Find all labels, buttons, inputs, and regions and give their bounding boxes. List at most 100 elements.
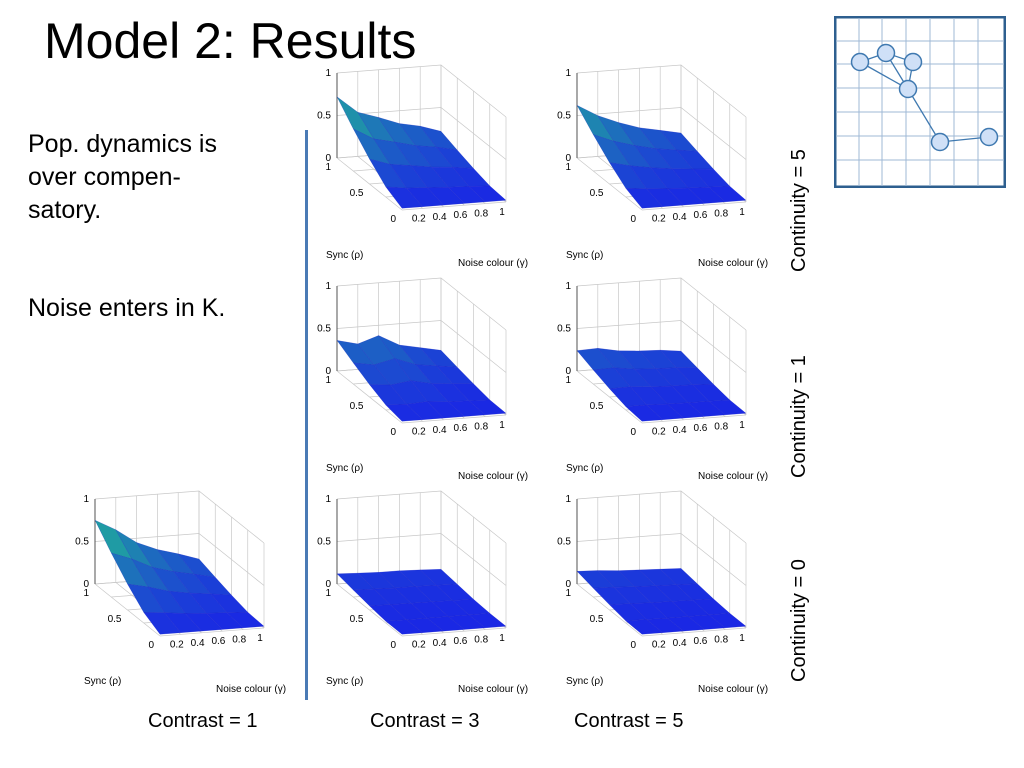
y-tick-label: 0.5 [590,401,604,412]
surface-facet [708,613,747,629]
x-tick-label: 0.8 [714,422,728,433]
z-tick-label: 1 [565,68,571,79]
y-tick-label: 0.5 [590,188,604,199]
y-tick-label: 0 [630,640,636,651]
body-line-1: Pop. dynamics is [28,130,217,158]
body-line-2: over compen- [28,163,181,191]
x-tick-label: 1 [739,420,745,431]
x-tick-label: 1 [739,207,745,218]
x-tick-label: 0.4 [433,638,447,649]
y-axis-label: Sync (ρ) [566,250,603,261]
y-tick-label: 0 [390,427,396,438]
y-tick-label: 1 [565,588,571,599]
y-tick-label: 1 [325,588,331,599]
x-tick-label: 0.4 [673,425,687,436]
col-label-contrast-1: Contrast = 1 [148,710,258,732]
x-axis-label: Noise colour (γ) [698,258,768,269]
x-tick-label: 0.4 [191,638,205,649]
grid-line [159,627,265,637]
grid-line [576,490,747,544]
row-label-continuity-5: Continuity = 5 [788,149,810,272]
x-tick-label: 0.8 [232,635,246,646]
x-tick-label: 1 [739,633,745,644]
y-tick-label: 0 [148,640,154,651]
surface-facet [468,613,507,629]
grid-line [336,107,507,160]
x-axis-label: Noise colour (γ) [698,471,768,482]
x-tick-label: 0.8 [474,635,488,646]
x-tick-label: 0.4 [433,212,447,223]
z-tick-label: 0 [565,153,571,164]
x-axis-label: Noise colour (γ) [458,684,528,695]
grid-line [576,107,747,160]
grid-line [336,277,507,331]
grid-line [641,627,747,637]
x-tick-label: 0.6 [693,210,707,221]
z-tick-label: 0.5 [557,324,571,335]
y-tick-label: 0.5 [350,401,364,412]
surface-facet [468,185,507,203]
x-tick-label: 0.6 [211,636,225,647]
surface-facet [468,399,507,416]
z-tick-label: 1 [325,494,331,505]
grid-line [401,627,507,637]
surface-facet [708,185,747,203]
x-tick-label: 0.2 [652,426,666,437]
x-tick-label: 0.6 [453,423,467,434]
y-axis-label: Sync (ρ) [566,676,603,687]
z-tick-label: 0 [325,153,331,164]
y-tick-label: 0 [630,214,636,225]
x-tick-label: 0.4 [673,212,687,223]
y-tick-label: 0.5 [350,188,364,199]
z-tick-label: 0.5 [317,324,331,335]
z-tick-label: 0.5 [557,111,571,122]
grid-line [336,64,507,118]
z-tick-label: 1 [565,494,571,505]
y-axis-label: Sync (ρ) [326,676,363,687]
z-tick-label: 1 [325,68,331,79]
surface-plot-c1-k3: 0 0.5 1 0 0.5 1 0.2 0.4 0.6 0.8 1 Sync (ρ) Noise col… [308,277,538,485]
col-label-contrast-5: Contrast = 5 [574,710,684,732]
grid-line [94,490,265,544]
x-axis-label: Noise colour (γ) [216,684,286,695]
x-tick-label: 1 [499,633,505,644]
y-tick-label: 1 [83,588,89,599]
y-tick-label: 1 [325,162,331,173]
y-tick-label: 0.5 [590,614,604,625]
y-axis-label: Sync (ρ) [326,250,363,261]
x-tick-label: 0.2 [652,639,666,650]
surface-plot-c5-k3: 0 0.5 1 0 0.5 1 0.2 0.4 0.6 0.8 1 Sync (ρ) Noise col… [308,64,538,272]
y-tick-label: 0 [390,214,396,225]
surface-plot-c1-k5: 0 0.5 1 0 0.5 1 0.2 0.4 0.6 0.8 1 Sync (ρ) Noise col… [548,277,778,485]
grid-line [576,320,747,373]
y-tick-label: 1 [325,375,331,386]
x-tick-label: 0.8 [474,209,488,220]
surface-facet [708,399,747,416]
surface-facet [226,611,265,629]
surface-plot-c0-k3: 0 0.5 1 0 0.5 1 0.2 0.4 0.6 0.8 1 Sync (ρ) Noise col… [308,490,538,698]
y-tick-label: 1 [565,375,571,386]
x-tick-label: 0.2 [412,639,426,650]
z-tick-label: 0.5 [317,111,331,122]
grid-line [401,414,507,424]
x-tick-label: 0.6 [693,636,707,647]
y-tick-label: 0 [390,640,396,651]
grid-line [336,320,507,373]
z-tick-label: 0 [325,366,331,377]
y-axis-label: Sync (ρ) [326,463,363,474]
x-tick-label: 0.8 [714,209,728,220]
x-tick-label: 0.2 [652,213,666,224]
x-tick-label: 0.2 [412,213,426,224]
x-tick-label: 0.4 [433,425,447,436]
grid-line [641,201,747,211]
z-tick-label: 0.5 [557,537,571,548]
grid-line [576,64,747,118]
x-tick-label: 0.6 [453,210,467,221]
row-label-continuity-0: Continuity = 0 [788,559,810,682]
col-label-contrast-3: Contrast = 3 [370,710,480,732]
divider-line [305,130,308,700]
z-tick-label: 0.5 [75,537,89,548]
y-tick-label: 1 [565,162,571,173]
grid-line [401,201,507,211]
x-tick-label: 0.4 [673,638,687,649]
